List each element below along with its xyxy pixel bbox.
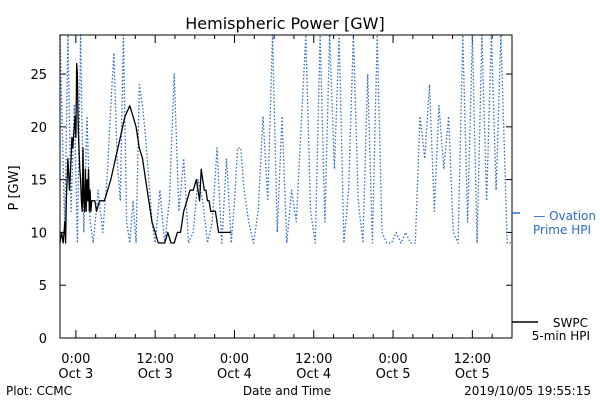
y-tick-label: 10 [30,226,47,241]
x-tick-label-date: Oct 5 [376,367,411,382]
x-tick-label-time: 0:00 [378,352,407,367]
footer-credit: Plot: CCMC [6,384,72,398]
x-tick-label-date: Oct 3 [58,367,93,382]
x-tick-label-time: 12:00 [295,352,332,367]
legend-ovation-label-2: Prime HPI [533,223,591,237]
x-tick-label-time: 0:00 [220,352,249,367]
series-layer [59,34,512,244]
x-tick-label-date: Oct 3 [138,367,173,382]
legend-ovation-label-1: — Ovation [533,209,596,223]
x-tick-label-date: Oct 5 [455,367,490,382]
legend-swpc-label-2: 5-min HPI [532,329,590,343]
chart-title: Hemispheric Power [GW] [185,14,384,33]
footer-timestamp: 2019/10/05 19:55:15 [464,384,591,398]
x-tick-label-time: 12:00 [136,352,173,367]
y-tick-label: 20 [30,121,47,136]
plot-frame [59,34,513,339]
y-tick-label: 25 [30,68,47,83]
legend-swpc-label-1: SWPC [553,316,588,330]
y-axis-label: P [GW] [7,165,22,210]
series-ovation-prime-line [59,34,512,244]
y-axis-ticks: 0 5 10 15 20 25 [30,68,512,347]
x-tick-label-date: Oct 4 [296,367,331,382]
y-tick-label: 5 [39,279,47,294]
series-swpc-line [59,62,232,244]
y-tick-label: 15 [30,174,47,189]
x-axis-label: Date and Time [243,384,331,398]
x-tick-label-time: 0:00 [61,352,90,367]
y-tick-label: 0 [39,332,47,347]
x-tick-label-time: 12:00 [454,352,491,367]
x-tick-label-date: Oct 4 [217,367,252,382]
